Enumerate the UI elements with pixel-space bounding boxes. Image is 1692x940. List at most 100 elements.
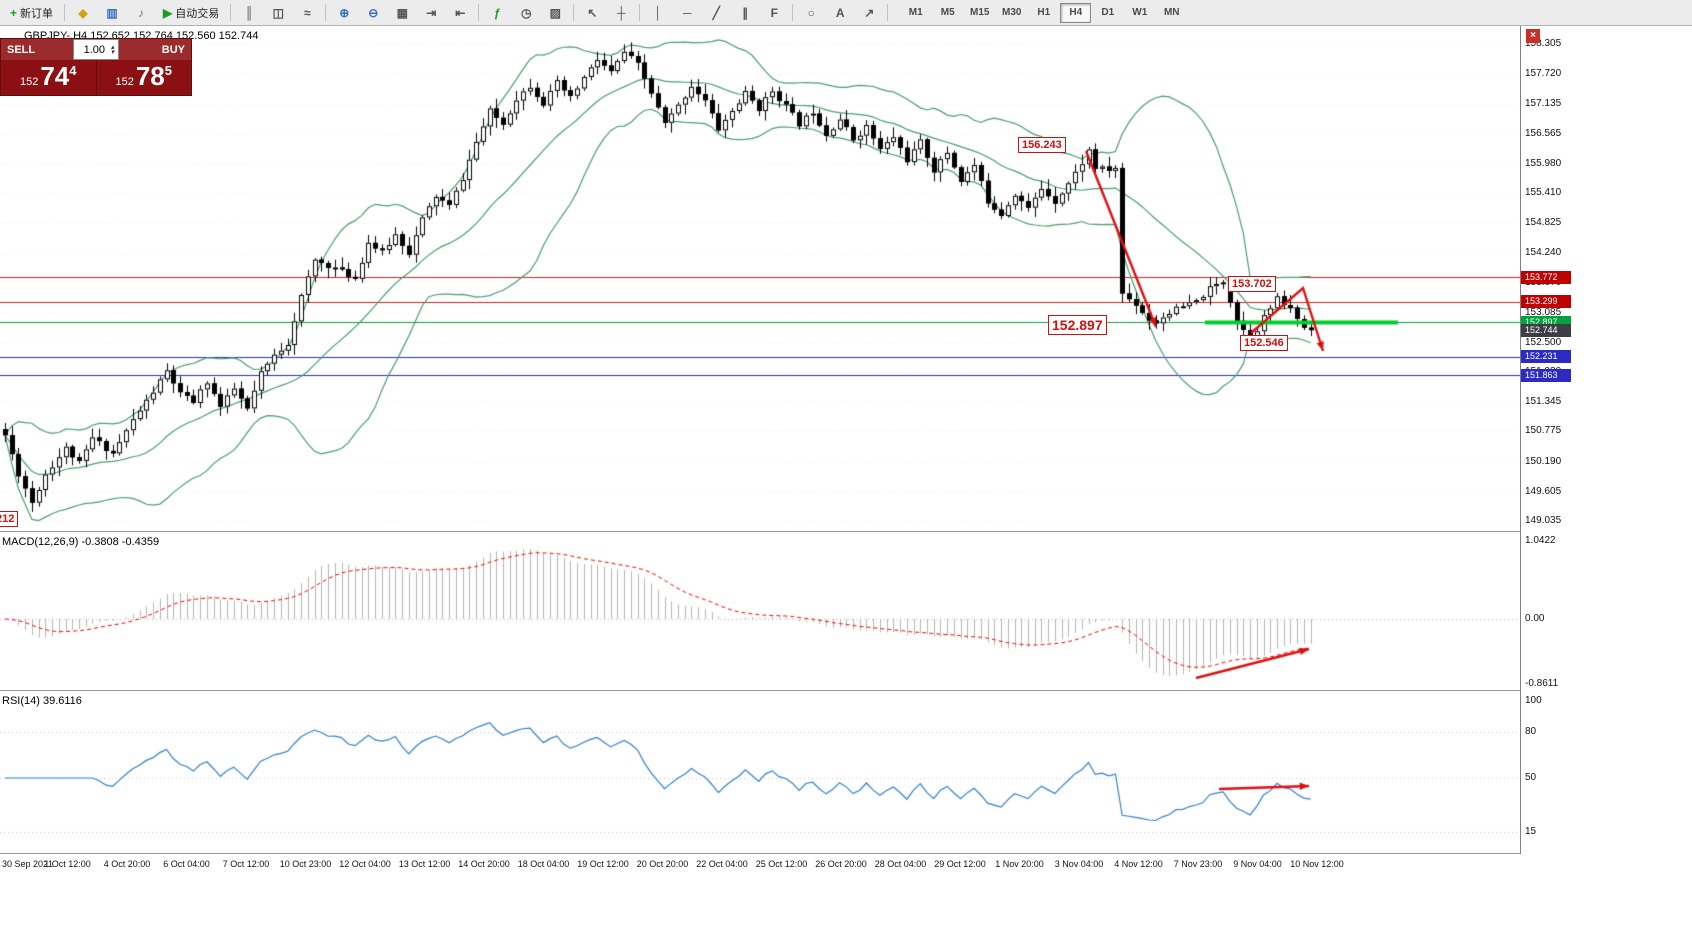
timeframe-h1[interactable]: H1 [1037,7,1051,18]
zoom-out-button[interactable]: ⊖ [359,2,387,24]
templates-button[interactable]: ▨ [541,2,569,24]
price-tag: 152.744 [1521,323,1571,337]
shapes-button[interactable]: ○ [797,2,825,24]
time-axis-label: 25 Oct 12:00 [755,859,808,869]
horizontal-line-button[interactable]: ─ [673,2,701,24]
time-axis-label: 22 Oct 04:00 [696,859,748,869]
timeframe-m30[interactable]: M30 [1002,7,1022,18]
macd-panel-canvas[interactable] [0,532,1520,690]
autotrading-icon: ▶ [163,5,173,20]
fibonacci-icon: F [770,5,778,20]
toolbar-separator [573,4,575,21]
ask-prefix: 152 [115,76,134,88]
arrows-button[interactable]: ↗ [855,2,883,24]
volume-value[interactable]: 1.00 [83,43,105,56]
toolbar-separator [478,4,480,21]
main-chart-canvas[interactable] [0,26,1520,531]
price-axis-label: 150.190 [1525,455,1562,467]
timeframe-m15[interactable]: M15 [970,7,990,18]
volume-up-icon[interactable]: ▴ [110,43,115,51]
vertical-line-icon: │ [654,5,663,20]
toolbar-separator [325,4,327,21]
auto-scroll-icon: ⇥ [426,5,437,20]
toolbar-separator [639,4,641,21]
arrows-icon: ↗ [864,5,875,20]
time-axis-label: 3 Nov 04:00 [1054,859,1104,869]
time-axis-label: 4 Oct 20:00 [103,859,151,869]
trendline-button[interactable]: ╱ [702,2,730,24]
text-icon: A [835,5,845,20]
rsi-axis-label: 15 [1525,825,1537,837]
crosshair-button[interactable]: ┼ [607,2,635,24]
panel-separator[interactable] [0,531,1692,532]
time-axis-label: 30 Sep 2021 [2,859,54,869]
channel-icon: ∥ [742,5,749,20]
price-axis[interactable] [1520,26,1692,854]
sell-button[interactable]: SELL [1,39,73,60]
tile-windows-button[interactable]: ▦ [388,2,416,24]
price-axis-label: 156.565 [1525,127,1562,139]
alerts-button[interactable]: ♪ [127,2,155,24]
price-axis-label: 152.500 [1525,336,1562,348]
candlestick-chart-button[interactable]: ◫ [264,2,292,24]
price-axis-label: 157.135 [1525,98,1562,110]
ask-sup: 5 [164,63,172,78]
volume-input[interactable]: 1.00 ▴ ▾ [73,39,119,60]
rsi-panel-canvas[interactable] [0,691,1520,853]
timeframe-m5[interactable]: M5 [940,7,955,18]
timeframe-mn[interactable]: MN [1163,7,1180,18]
time-axis-label: 7 Oct 12:00 [222,859,270,869]
time-axis-label: 10 Oct 23:00 [279,859,332,869]
macd-axis-label: 0.00 [1525,613,1545,624]
price-annotation: 152.897 [1048,315,1107,335]
toolbar-separator [887,4,889,21]
cursor-button[interactable]: ↖ [578,2,606,24]
sell-price[interactable]: 152 74 4 [1,60,97,95]
panel-separator[interactable] [0,690,1692,691]
chart-close-button[interactable]: × [1526,29,1540,43]
new-order-button[interactable]: + 新订单 [3,2,60,24]
timeframe-d1[interactable]: D1 [1101,7,1115,18]
templates-icon: ▨ [549,5,561,20]
new-order-button-label: 新订单 [20,7,54,20]
price-axis-label: 151.345 [1525,396,1562,408]
zoom-in-button[interactable]: ⊕ [330,2,358,24]
timeframe-h4[interactable]: H4 [1060,2,1092,23]
one-click-trading-panel: SELL 1.00 ▴ ▾ BUY 152 74 4 152 78 5 [0,38,192,96]
time-axis-label: 20 Oct 20:00 [636,859,689,869]
candlestick-chart-icon: ◫ [272,5,284,20]
volume-stepper[interactable]: ▴ ▾ [107,43,118,56]
time-axis-label: 1 Oct 12:00 [44,859,91,869]
timeframe-w1[interactable]: W1 [1132,7,1148,18]
indicators-button[interactable]: ƒ [483,2,511,24]
panel-separator[interactable] [0,853,1692,854]
periods-button[interactable]: ◷ [512,2,540,24]
time-axis-label: 4 Nov 12:00 [1114,859,1163,869]
timeframe-m1[interactable]: M1 [908,7,923,18]
auto-scroll-button[interactable]: ⇥ [417,2,445,24]
bar-chart-icon: ║ [244,5,254,20]
fibonacci-button[interactable]: F [760,2,788,24]
buy-price[interactable]: 152 78 5 [96,60,191,95]
autotrading-button[interactable]: ▶ 自动交易 [156,2,226,24]
metaquotes-icon-button[interactable]: ◆ [69,2,97,24]
ask-big: 78 [135,61,165,91]
rsi-axis-label: 80 [1525,725,1537,737]
volume-down-icon[interactable]: ▾ [110,48,115,56]
chart-shift-button[interactable]: ⇤ [446,2,474,24]
time-axis-label: 18 Oct 04:00 [517,859,570,869]
market-watch-button[interactable]: ▥ [98,2,126,24]
time-axis[interactable]: 30 Sep 2021 1 Oct 12:00 4 Oct 20:00 6 Oct 0… [0,854,1520,876]
buy-button[interactable]: BUY [119,39,191,60]
price-tag: 153.772 [1521,270,1571,284]
price-annotation: 212 [0,511,19,527]
price-annotation: 153.702 [1228,276,1276,292]
vertical-line-button[interactable]: │ [644,2,672,24]
time-axis-label: 13 Oct 12:00 [398,859,451,869]
channel-button[interactable]: ∥ [731,2,759,24]
bar-chart-button[interactable]: ║ [235,2,263,24]
text-button[interactable]: A [826,2,854,24]
line-chart-button[interactable]: ≈ [293,2,321,24]
price-axis-label: 154.240 [1525,247,1562,259]
